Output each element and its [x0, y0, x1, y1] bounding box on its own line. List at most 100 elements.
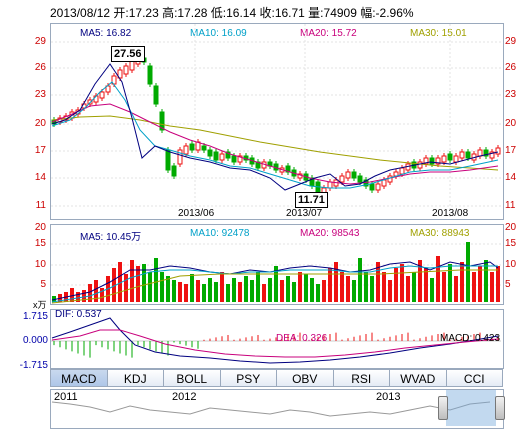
volume-bar [250, 280, 254, 302]
price-y-tick-left: 20 [34, 118, 46, 129]
volume-bar [334, 262, 338, 302]
navigator-year-2011: 2011 [54, 391, 78, 403]
tab-obv[interactable]: OBV [276, 369, 334, 387]
candle [465, 151, 471, 159]
tab-boll[interactable]: BOLL [163, 369, 221, 387]
volume-bar [214, 282, 218, 302]
volume-bar [136, 266, 140, 302]
candle [399, 167, 405, 175]
volume-bar [166, 276, 170, 302]
low-price-callout: 11.71 [295, 192, 328, 208]
candle [207, 149, 213, 157]
candle [339, 175, 345, 183]
candle [489, 151, 495, 159]
volume-bar [382, 272, 386, 302]
volume-bar [76, 292, 80, 302]
candle [123, 65, 129, 75]
volume-bar [100, 288, 104, 302]
volume-bar [442, 272, 446, 302]
ma5-line [51, 63, 499, 191]
volume-bar [142, 264, 146, 302]
ma30-line [51, 115, 499, 171]
candle [237, 155, 243, 163]
volume-ma30-line [51, 269, 498, 304]
volume-bar [190, 274, 194, 302]
high-price-callout: 27.56 [111, 46, 145, 62]
tab-macd[interactable]: MACD [50, 369, 108, 387]
volume-bar [466, 242, 470, 302]
candle [117, 69, 123, 79]
volume-bar [184, 284, 188, 302]
price-y-tick-left: 29 [34, 36, 46, 47]
navigator-right-handle[interactable] [495, 396, 505, 420]
candle [459, 151, 465, 159]
volume-bar [280, 280, 284, 302]
candle [183, 145, 189, 155]
macd-label: MACD: 0.423 [440, 333, 501, 344]
volume-bar [394, 268, 398, 302]
ma10-label: MA10: 16.09 [190, 28, 247, 39]
candle [369, 183, 375, 191]
volume-unit-label: x万 [33, 300, 47, 310]
volume-bar [196, 280, 200, 302]
tab-rsi[interactable]: RSI [332, 369, 390, 387]
vol-ma10-label: MA10: 92478 [190, 228, 250, 239]
tab-psy[interactable]: PSY [219, 369, 277, 387]
price-y-tick-left: 11 [35, 200, 46, 211]
volume-bar [370, 276, 374, 302]
volume-bar [148, 272, 152, 302]
volume-y-tick-left: 20 [34, 222, 46, 233]
volume-bar [448, 264, 452, 302]
volume-bar [118, 262, 122, 302]
volume-bar [232, 278, 236, 302]
volume-bar [88, 284, 92, 302]
volume-bar [358, 258, 362, 302]
macd-y-tick: 1.715 [22, 311, 48, 322]
volume-bar [268, 278, 272, 302]
volume-bar [424, 268, 428, 302]
candle [177, 149, 183, 165]
price-y-tick-right: 23 [505, 89, 517, 100]
volume-bar [406, 276, 410, 302]
price-y-tick-right: 11 [505, 200, 516, 211]
price-y-tick-left: 17 [34, 145, 46, 156]
candle [105, 85, 111, 93]
candle [327, 181, 333, 189]
price-y-tick-right: 17 [505, 145, 517, 156]
price-y-tick-right: 26 [505, 62, 517, 73]
vol-ma5-label: MA5: 10.45万 [80, 232, 142, 243]
navigator-year-2013: 2013 [376, 391, 401, 403]
price-y-tick-right: 29 [505, 36, 517, 47]
ma10-line [51, 81, 499, 189]
volume-bar [298, 272, 302, 302]
dea-line [51, 329, 499, 358]
volume-bar [478, 266, 482, 302]
candle [99, 91, 105, 99]
tab-cci[interactable]: CCI [445, 369, 503, 387]
volume-bar [340, 272, 344, 302]
candle [483, 149, 489, 157]
tab-wvad[interactable]: WVAD [389, 369, 447, 387]
volume-bar [112, 268, 116, 302]
navigator-sparkline [51, 401, 491, 417]
volume-bar [124, 274, 128, 302]
ma20-line [51, 103, 499, 185]
volume-bar [388, 280, 392, 302]
date-navigator[interactable] [50, 389, 504, 429]
volume-bar [226, 284, 230, 302]
candle [495, 147, 501, 155]
volume-bar [220, 272, 224, 302]
volume-bar [208, 278, 212, 302]
candle [165, 149, 171, 171]
vol-ma20-label: MA20: 98543 [300, 228, 360, 239]
navigator-left-handle[interactable] [438, 396, 448, 420]
navigator-selection-window[interactable] [446, 390, 496, 426]
dif-label: DIF: 0.537 [55, 309, 102, 320]
tab-kdj[interactable]: KDJ [106, 369, 164, 387]
volume-bar [52, 296, 56, 302]
ma5-label: MA5: 16.82 [80, 28, 132, 39]
x-tick-2013-06: 2013/06 [178, 208, 215, 219]
ma20-label: MA20: 15.72 [300, 28, 357, 39]
candle [435, 157, 441, 165]
